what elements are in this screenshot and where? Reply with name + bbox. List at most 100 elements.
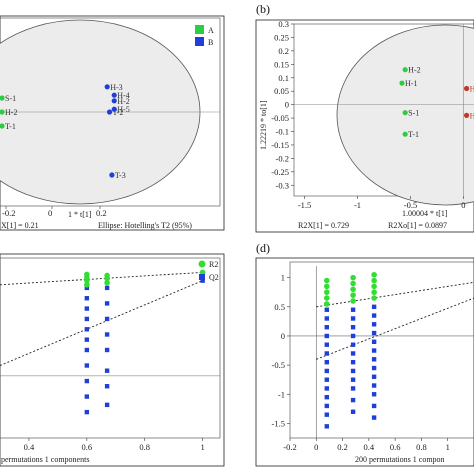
panel-d-x-tick-label: 0.2 [337,442,348,452]
panel-b-point-label: H-1 [405,79,417,88]
panel-d-q2-point [324,325,329,330]
panel-c-r2-point [104,279,110,286]
panel-a-point [109,172,115,178]
panel-d-q2-point [324,360,329,365]
panel-a-point [0,95,5,101]
panel-c-x-tick-label: 1 [201,442,205,452]
panel-b-point-label: S-1 [408,109,419,118]
panel-a-point-label: H-3 [110,83,122,92]
panel-a-point-label: S-1 [5,94,16,103]
panel-b-x-tick-label: -1.5 [298,200,311,210]
panel-d-q2-point [371,365,377,371]
panel-c-x-tick-label: 0.6 [82,442,93,452]
panel-d-q2-point [324,386,329,391]
panel-c-x-tick-label: 0.4 [24,442,35,452]
panel-b-point [399,80,405,86]
panel-d-q2-point [350,368,356,374]
panel-d-q2-point [371,339,377,344]
panel-d-x-tick-label: 0 [314,442,318,452]
panel-d-x-tick-label: 0.6 [390,442,401,452]
panel-a-footer-r2x: X[1] = 0.21 [1,221,39,230]
panel-c-q2-line [0,280,203,366]
panel-b-plot [293,23,474,197]
panel-d-r2-point [324,295,330,301]
legend-b-swatch [195,37,204,46]
panel-b-x-tick-label: -1 [354,200,361,210]
panel-b-ylabel: 1.22219 * to[1] [259,100,268,150]
panel-c-r2-point [84,281,90,288]
panel-d-q2-point [324,368,329,374]
panel-d-y-tick-label: 1 [281,273,285,283]
panel-d-frame [255,257,474,467]
panel-a-legend: A B [195,25,214,47]
panel-c-q2-point [104,347,110,353]
panel-d-r2-point [371,295,377,301]
panel-d-q2-point [350,325,356,330]
panel-c-q2-point [84,378,90,384]
panel-b-y-tick-label: -0.3 [276,180,289,190]
panel-d-r2-point [371,283,377,290]
panel-b-y-tick-label: 0.1 [278,73,289,83]
panel-c-legend: R2 Q2 [198,260,219,282]
panel-b-y-tick-label: -0.25 [271,167,289,177]
panel-b-x-tick-label: 0 [461,200,465,210]
panel-b-point [463,85,470,92]
panel-d-footer: 200 permutations 1 compon [355,455,445,464]
panel-d-q2-point [350,316,356,321]
panel-b-y-tick-label: -0.2 [276,153,289,163]
panel-c-q2-point [84,327,90,332]
panel-d-q2-point [350,307,356,312]
panel-c-q2-point [104,285,110,291]
panel-d-r2-point [371,271,377,278]
panel-d-q2-point [350,377,356,382]
panel-b-xlabel: 1.00004 * t[1] [402,209,448,218]
panel-c-r2-line [0,271,203,286]
panel-d-q2-point [350,386,356,391]
panel-a-point-label: H-4 [117,91,129,100]
panel-b-point [402,67,408,73]
panel-a: -0.2 0 0.2 1 * t[1] X[1] = 0.21 Ellipse: H… [0,15,225,231]
panel-c-q2-point [84,316,90,322]
panel-c-q2-point [104,301,110,306]
panel-d-x-tick-label: 0.8 [416,442,427,452]
panel-d-r2-point [350,298,356,304]
panel-d-r2-point [324,289,330,296]
panel-a-point [104,84,110,90]
panel-d-q2-point [350,397,356,403]
panel-b-point [402,110,408,116]
panel-b-footer-r2xo: R2Xo[1] = 0.0897 [388,221,447,230]
panel-b-y-tick-label: 0.25 [274,32,289,42]
panel-c-q2-point [84,409,90,415]
panel-d-q2-point [324,394,329,400]
panel-c-plot [0,257,221,439]
panel-c-q2-point [104,332,110,337]
panel-b-y-tick-label: -0.15 [271,140,289,150]
panel-c-frame [0,253,225,467]
panel-a-xlabel: 1 * t[1] [68,210,92,219]
legend-r2-label: R2 [209,260,218,269]
panel-b-point-label: H-2 [408,66,420,75]
panel-d-r2-point [324,283,330,290]
panel-d-q2-point [371,357,377,362]
legend-r2-marker [198,260,206,268]
panel-d-q2-point [371,374,377,379]
panel-d-r2-point [371,289,377,296]
panel-b-y-tick-label: -0.05 [271,113,289,123]
panel-d-q2-point [350,360,356,365]
panel-d-x-tick-label: 1 [446,442,450,452]
panel-d-r2-point [324,277,330,284]
panel-d-r2-line [316,281,474,308]
panel-d-q2-point [324,403,329,409]
panel-d-r2-point [350,274,356,281]
panel-d-y-tick-label: 0 [281,331,285,341]
panel-d-q2-point [371,383,377,388]
panel-a-point [0,109,5,115]
panel-d-q2-point [324,424,329,429]
panel-a-point [111,106,117,112]
panel-b-y-tick-label: 0.05 [274,86,289,96]
panel-d-r2-point [350,280,356,287]
panel-c-r2-point [104,272,110,279]
panel-d-q2-point [324,307,329,312]
panel-c-q2-point [104,402,110,408]
